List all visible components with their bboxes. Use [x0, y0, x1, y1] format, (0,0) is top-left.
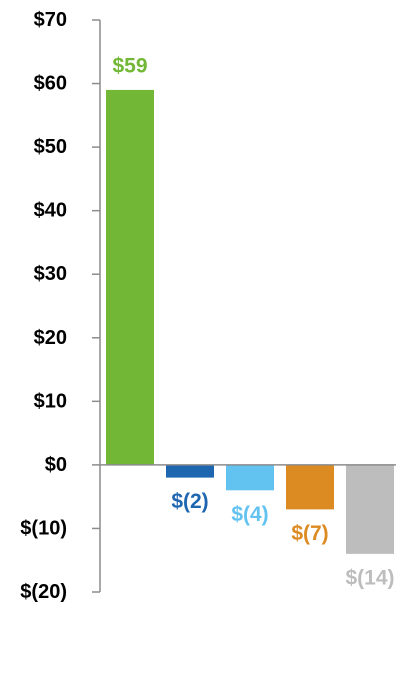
bar-value-label: $(14) — [345, 566, 394, 589]
y-tick-label: $60 — [34, 73, 67, 95]
y-tick-label: $10 — [34, 390, 67, 412]
y-tick-label: $20 — [34, 327, 67, 349]
bar — [286, 464, 334, 510]
bar — [166, 464, 214, 478]
y-tick-label: $0 — [45, 454, 67, 476]
y-tick-label: $50 — [34, 136, 67, 158]
bar-value-label: $59 — [112, 54, 147, 77]
y-tick-label: $(10) — [20, 517, 67, 539]
y-tick-label: $70 — [34, 9, 67, 31]
y-tick-label: $30 — [34, 263, 67, 285]
y-tick-label: $40 — [34, 200, 67, 222]
bar-value-label: $(7) — [291, 522, 328, 545]
bars — [106, 89, 394, 554]
bar-value-label: $(4) — [231, 503, 268, 526]
bar — [106, 89, 154, 465]
bar — [346, 464, 394, 554]
y-tick-label: $(20) — [20, 581, 67, 603]
y-axis: $70 $60 $50 $40 $30 $20 $10 $0 $(10) $(20) — [20, 9, 101, 603]
bar-value-label: $(2) — [171, 490, 208, 513]
data-labels: $59 $(2) $(4) $(7) $(14) — [112, 54, 394, 589]
bar — [226, 464, 274, 491]
